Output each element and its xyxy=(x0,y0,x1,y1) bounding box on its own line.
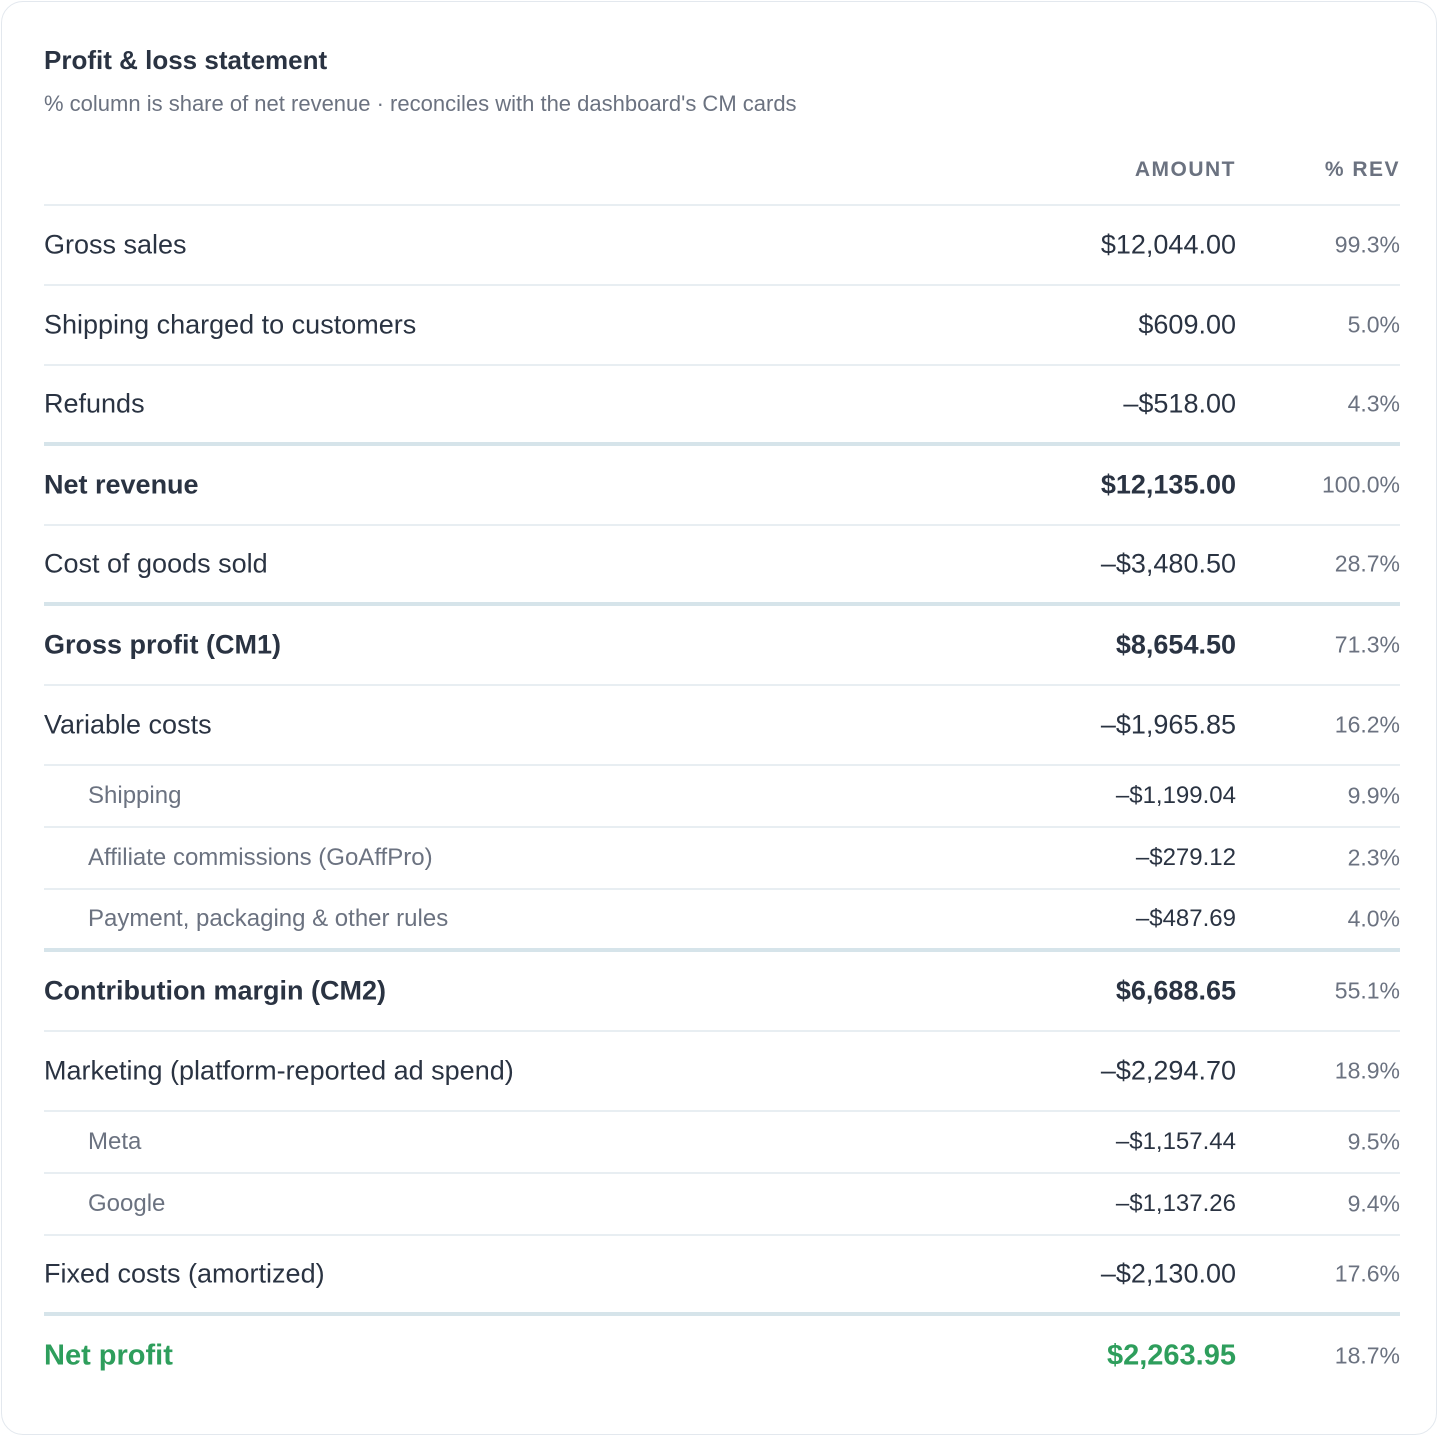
row-payment-packaging: Payment, packaging & other rules –$487.6… xyxy=(44,890,1400,952)
row-pct: 55.1% xyxy=(1334,977,1400,1004)
row-label: Contribution margin (CM2) xyxy=(44,975,386,1006)
row-fixed-costs: Fixed costs (amortized) –$2,130.00 17.6% xyxy=(44,1236,1400,1316)
row-label: Gross sales xyxy=(44,229,187,260)
row-pct: 16.2% xyxy=(1334,711,1400,738)
row-label: Gross profit (CM1) xyxy=(44,629,282,660)
row-label: Google xyxy=(88,1190,166,1217)
row-pct: 18.9% xyxy=(1334,1057,1400,1084)
row-amount: $609.00 xyxy=(1138,309,1236,340)
row-label: Variable costs xyxy=(44,709,212,740)
row-pct: 17.6% xyxy=(1334,1260,1400,1287)
row-label: Marketing (platform-reported ad spend) xyxy=(44,1055,514,1086)
row-contribution-margin-cm2: Contribution margin (CM2) $6,688.65 55.1… xyxy=(44,952,1400,1032)
row-gross-profit-cm1: Gross profit (CM1) $8,654.50 71.3% xyxy=(44,606,1400,686)
row-label: Refunds xyxy=(44,388,145,419)
row-amount: –$1,157.44 xyxy=(1115,1128,1236,1155)
card-title: Profit & loss statement xyxy=(44,45,328,75)
row-marketing: Marketing (platform-reported ad spend) –… xyxy=(44,1032,1400,1112)
row-pct: 9.5% xyxy=(1347,1128,1400,1155)
row-pct: 5.0% xyxy=(1347,311,1400,338)
row-label: Net profit xyxy=(44,1339,173,1372)
row-label: Payment, packaging & other rules xyxy=(88,905,449,932)
row-amount: –$2,130.00 xyxy=(1100,1258,1236,1289)
row-amount: $12,135.00 xyxy=(1100,469,1236,500)
row-label: Net revenue xyxy=(44,469,199,500)
row-pct: 9.4% xyxy=(1347,1190,1400,1217)
row-refunds: Refunds –$518.00 4.3% xyxy=(44,366,1400,446)
row-amount: –$1,137.26 xyxy=(1115,1190,1236,1217)
row-label: Meta xyxy=(88,1128,142,1155)
row-label: Affiliate commissions (GoAffPro) xyxy=(88,844,433,871)
row-amount: –$487.69 xyxy=(1135,905,1236,932)
row-amount: –$2,294.70 xyxy=(1100,1055,1236,1086)
row-pct: 9.9% xyxy=(1347,782,1400,809)
row-cogs: Cost of goods sold –$3,480.50 28.7% xyxy=(44,526,1400,606)
row-amount: $2,263.95 xyxy=(1106,1339,1236,1372)
row-pct: 71.3% xyxy=(1334,631,1400,658)
row-label: Cost of goods sold xyxy=(44,548,268,579)
card-subtitle: % column is share of net revenue · recon… xyxy=(44,91,797,116)
row-amount: –$3,480.50 xyxy=(1100,548,1236,579)
row-pct: 4.0% xyxy=(1347,905,1400,932)
row-marketing-google: Google –$1,137.26 9.4% xyxy=(44,1174,1400,1236)
row-amount: –$279.12 xyxy=(1135,844,1236,871)
row-shipping-charged: Shipping charged to customers $609.00 5.… xyxy=(44,286,1400,366)
row-pct: 100.0% xyxy=(1321,471,1400,498)
row-amount: $8,654.50 xyxy=(1115,629,1236,660)
row-pct: 2.3% xyxy=(1347,844,1400,871)
table-header: AMOUNT % REV xyxy=(44,150,1400,206)
row-amount: $6,688.65 xyxy=(1115,975,1236,1006)
row-variable-costs: Variable costs –$1,965.85 16.2% xyxy=(44,686,1400,766)
row-label: Fixed costs (amortized) xyxy=(44,1258,325,1289)
row-pct: 18.7% xyxy=(1334,1342,1400,1369)
row-amount: –$518.00 xyxy=(1123,388,1236,419)
row-amount: $12,044.00 xyxy=(1100,229,1236,260)
row-amount: –$1,199.04 xyxy=(1115,782,1236,809)
row-variable-shipping: Shipping –$1,199.04 9.9% xyxy=(44,766,1400,828)
header-amount: AMOUNT xyxy=(1134,158,1236,181)
row-amount: –$1,965.85 xyxy=(1100,709,1236,740)
row-gross-sales: Gross sales $12,044.00 99.3% xyxy=(44,206,1400,286)
pnl-table: AMOUNT % REV Gross sales $12,044.00 99.3… xyxy=(44,150,1400,1396)
row-pct: 28.7% xyxy=(1334,550,1400,577)
row-marketing-meta: Meta –$1,157.44 9.5% xyxy=(44,1112,1400,1174)
row-affiliate-commissions: Affiliate commissions (GoAffPro) –$279.1… xyxy=(44,828,1400,890)
row-label: Shipping charged to customers xyxy=(44,309,417,340)
row-pct: 4.3% xyxy=(1347,390,1400,417)
row-net-profit: Net profit $2,263.95 18.7% xyxy=(44,1316,1400,1396)
row-pct: 99.3% xyxy=(1334,231,1400,258)
row-net-revenue: Net revenue $12,135.00 100.0% xyxy=(44,446,1400,526)
row-label: Shipping xyxy=(88,782,182,809)
header-pct-rev: % REV xyxy=(1324,158,1400,181)
